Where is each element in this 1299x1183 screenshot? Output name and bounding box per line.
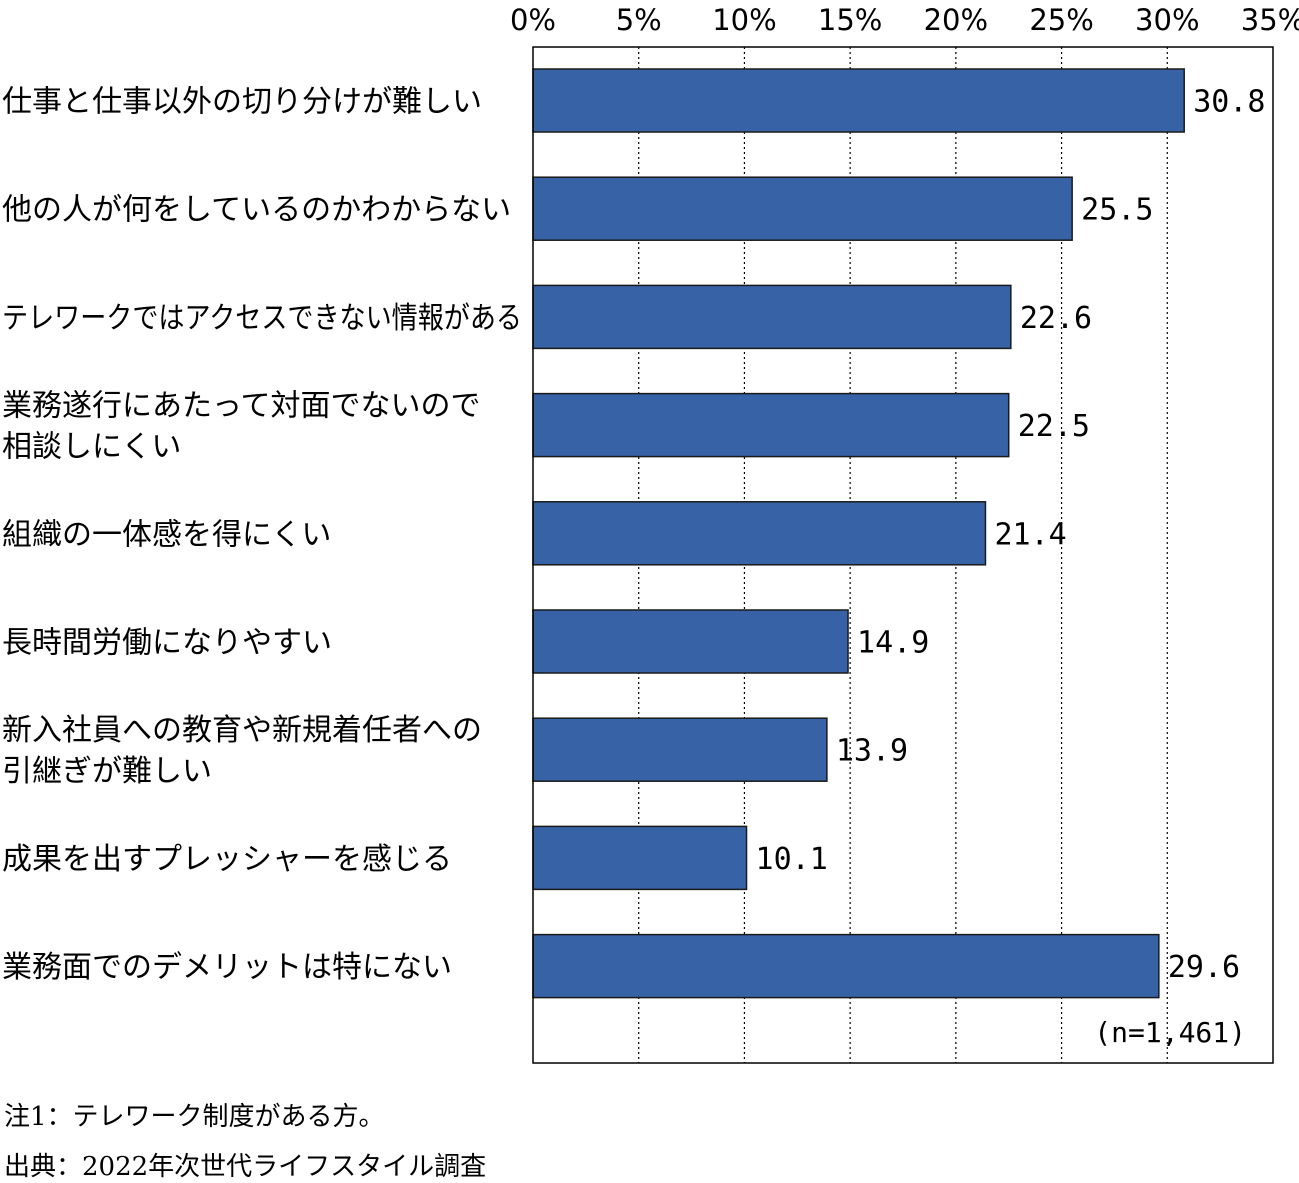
value-label-2: 22.6 [1020,301,1092,336]
value-label-0: 30.8 [1193,85,1265,120]
category-label-6-line-0: 新入社員への教育や新規着任者への [2,713,482,748]
sample-size-label: (n=1,461) [1094,1016,1246,1049]
x-tick-label-15: 15% [818,3,882,37]
value-label-5: 14.9 [857,626,929,661]
bar-7 [532,825,748,891]
x-tick-label-35: 35% [1241,3,1299,37]
category-label-2: テレワークではアクセスできない情報がある [2,301,522,336]
category-label-6-line-1: 引継ぎが難しい [2,754,212,789]
value-labels: 30.8 25.5 22.6 22.5 21.4 14.9 13.9 10.1 29.6 [756,85,1266,986]
x-tick-label-20: 20% [924,3,988,37]
category-labels: 仕事と仕事以外の切り分けが難しい他の人が何をしているのかわからないテレワークでは… [2,85,522,986]
bar-2 [532,284,1012,350]
bars [532,68,1185,999]
category-label-3-line-0: 業務遂行にあたって対面でないので [2,389,481,424]
bar-1 [532,176,1073,241]
plot-frame [532,46,1274,1064]
category-label-1: 他の人が何をしているのかわからない [2,193,511,228]
value-label-4: 21.4 [994,517,1066,552]
category-label-7: 成果を出すプレッシャーを感じる [2,842,452,877]
x-tick-label-10: 10% [712,3,776,37]
x-tick-labels: 0% 5% 10% 15% 20% 25% 30% 35% [510,3,1299,37]
gridlines [638,47,1168,1063]
bar-0 [532,68,1185,133]
footnote-1: 注1：テレワーク制度がある方。 [4,1102,385,1132]
value-label-1: 25.5 [1081,193,1153,228]
value-label-6: 13.9 [836,734,908,769]
value-label-7: 10.1 [756,842,828,877]
bar-5 [532,609,849,674]
value-label-3: 22.5 [1018,409,1090,444]
bar-8 [532,933,1160,999]
category-label-8: 業務面でのデメリットは特にない [2,950,452,985]
category-label-5: 長時間労働になりやすい [2,626,332,661]
x-tick-label-30: 30% [1135,3,1199,37]
category-label-0: 仕事と仕事以外の切り分けが難しい [2,85,482,120]
x-tick-label-5: 5% [616,3,662,37]
bar-4 [532,501,987,566]
source-note: 出典：2022年次世代ライフスタイル調査 [4,1152,487,1182]
value-label-8: 29.6 [1168,950,1240,985]
bar-6 [532,717,828,782]
x-tick-label-25: 25% [1029,3,1093,37]
x-tick-label-0: 0% [510,3,556,37]
bar-3 [532,392,1010,458]
category-label-3-line-1: 相談しにくい [2,430,181,465]
category-label-4: 組織の一体感を得にくい [2,517,331,552]
plot-border [532,46,1274,1064]
